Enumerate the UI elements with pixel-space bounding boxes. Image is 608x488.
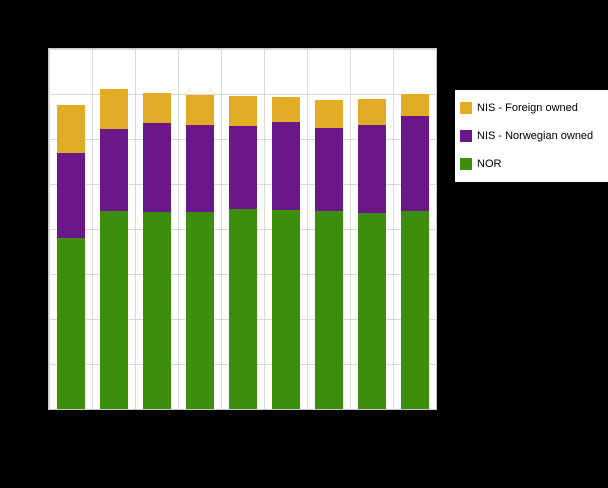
stacked-bar — [271, 49, 300, 409]
bar-segment-nis-norwegian-owned — [56, 152, 85, 238]
bar-slot — [135, 49, 178, 409]
stacked-bar — [142, 49, 171, 409]
bar-slot — [350, 49, 393, 409]
legend-label-nis-norwegian-owned: NIS - Norwegian owned — [477, 130, 594, 142]
stacked-bar — [99, 49, 128, 409]
bar-segment-nis-norwegian-owned — [357, 125, 386, 214]
bar-segment-nis-norwegian-owned — [185, 124, 214, 212]
legend-swatch-nis-norwegian-owned — [460, 130, 472, 142]
bar-segment-nis-foreign-owned — [357, 98, 386, 126]
stacked-bar — [357, 49, 386, 409]
bar-segment-nis-foreign-owned — [271, 97, 300, 122]
bar-segment-nis-foreign-owned — [142, 93, 171, 124]
legend-item-nis-norwegian: NIS - Norwegian owned — [460, 126, 603, 146]
bar-slot — [264, 49, 307, 409]
stacked-bar — [228, 49, 257, 409]
bar-segment-nor — [400, 211, 429, 409]
bar-segment-nis-norwegian-owned — [142, 123, 171, 213]
bar-segment-nor — [142, 212, 171, 409]
stacked-bar — [185, 49, 214, 409]
stacked-bar — [400, 49, 429, 409]
bar-segment-nor — [228, 208, 257, 409]
legend: NIS - Foreign owned NIS - Norwegian owne… — [455, 90, 608, 182]
bar-slot — [221, 49, 264, 409]
bar-segment-nis-norwegian-owned — [228, 125, 257, 209]
bar-segment-nor — [314, 211, 343, 409]
bar-segment-nor — [56, 238, 85, 409]
stacked-bar — [314, 49, 343, 409]
bar-segment-nis-norwegian-owned — [314, 127, 343, 211]
bar-segment-nis-foreign-owned — [400, 94, 429, 117]
legend-item-nor: NOR — [460, 154, 603, 174]
bar-slot — [393, 49, 436, 409]
bar-segment-nor — [185, 211, 214, 409]
legend-item-nis-foreign: NIS - Foreign owned — [460, 98, 603, 118]
bar-slot — [49, 49, 92, 409]
bar-segment-nis-norwegian-owned — [271, 121, 300, 211]
bar-segment-nis-foreign-owned — [185, 95, 214, 125]
legend-label-nis-foreign-owned: NIS - Foreign owned — [477, 102, 578, 114]
bar-segment-nis-foreign-owned — [314, 99, 343, 128]
bar-segment-nis-foreign-owned — [228, 96, 257, 126]
legend-swatch-nor — [460, 158, 472, 170]
plot-area — [48, 48, 437, 410]
bar-slot — [178, 49, 221, 409]
stacked-bar — [56, 49, 85, 409]
bar-slot — [307, 49, 350, 409]
legend-swatch-nis-foreign-owned — [460, 102, 472, 114]
bar-segment-nis-norwegian-owned — [99, 129, 128, 211]
bar-segment-nor — [99, 211, 128, 409]
bar-slot — [92, 49, 135, 409]
bar-segment-nis-foreign-owned — [56, 105, 85, 153]
bars-container — [49, 49, 436, 409]
bar-segment-nor — [271, 210, 300, 409]
legend-label-nor: NOR — [477, 158, 502, 170]
bar-segment-nis-foreign-owned — [99, 89, 128, 130]
bar-segment-nor — [357, 213, 386, 409]
bar-segment-nis-norwegian-owned — [400, 116, 429, 211]
